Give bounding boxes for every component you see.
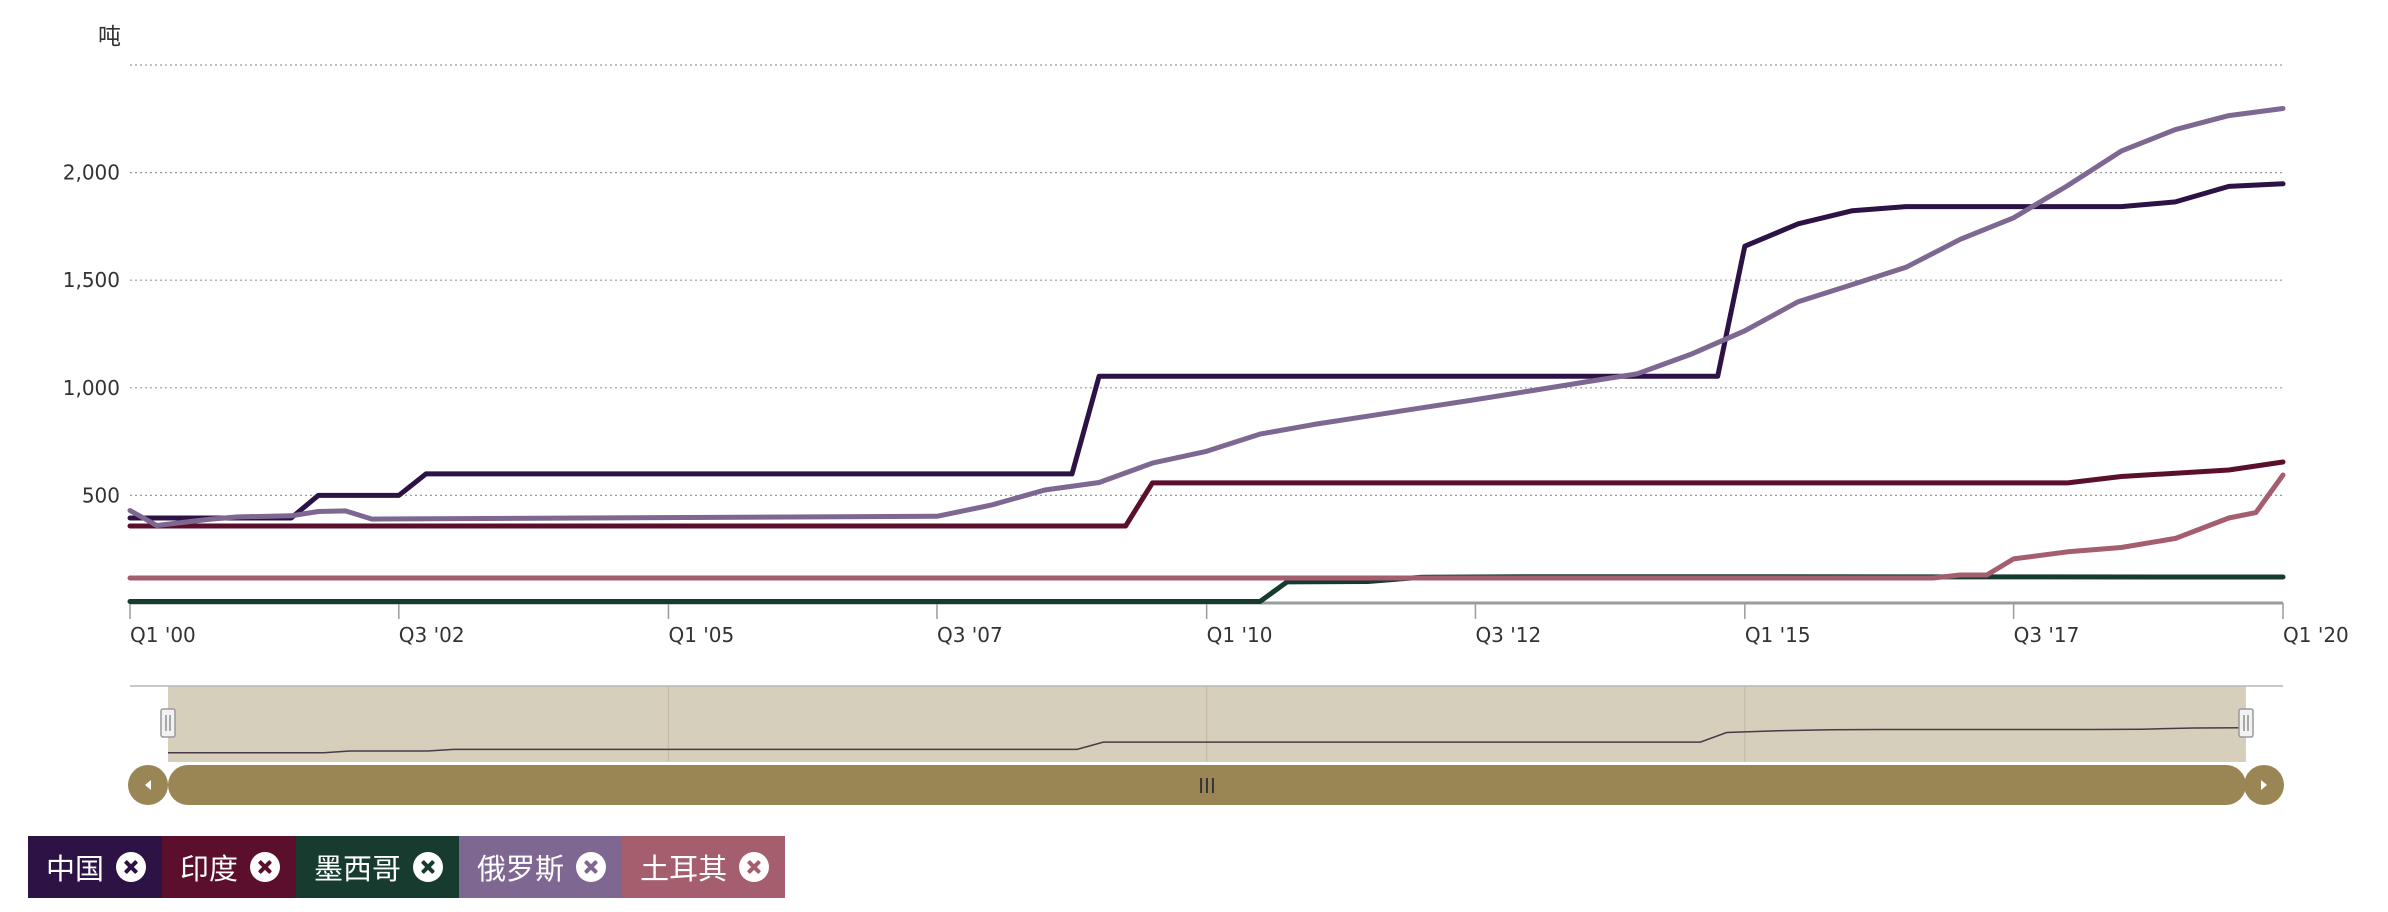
x-tick-label: Q3 '02 <box>399 623 465 647</box>
legend-item-0[interactable]: 中国 <box>28 836 163 898</box>
y-tick-label: 500 <box>82 483 120 507</box>
series-line-1[interactable] <box>127 459 2286 529</box>
scrollbar-right-arrow-icon <box>2261 780 2267 790</box>
series-line-3[interactable] <box>127 106 2286 528</box>
x-axis: Q1 '00 Q3 '02 Q1 '05 Q3 '07 Q1 '10 Q3 '12 Q1 '… <box>129 601 2349 647</box>
close-icon[interactable] <box>250 852 281 882</box>
navigator-series-line <box>168 727 2247 754</box>
x-tick-label: Q1 '10 <box>1207 623 1273 647</box>
scrollbar-right-button[interactable] <box>2244 765 2284 805</box>
x-tick-label: Q3 '07 <box>937 623 1003 647</box>
legend-item-2[interactable]: 墨西哥 <box>296 836 460 898</box>
x-tick-label: Q3 '12 <box>1475 623 1541 647</box>
x-tick-label: Q1 '15 <box>1745 623 1811 647</box>
legend-item-label: 印度 <box>180 852 239 886</box>
x-tick-label: Q1 '05 <box>668 623 734 647</box>
legend-item-4[interactable]: 土耳其 <box>622 836 786 898</box>
y-axis-unit-label: 吨 <box>98 24 121 50</box>
navigator-right-handle[interactable] <box>2238 708 2254 738</box>
close-icon[interactable] <box>576 852 607 882</box>
scrollbar-left-button[interactable] <box>128 765 168 805</box>
y-axis: 吨 500 1,000 1,500 2,000 <box>63 24 121 507</box>
legend-item-label: 墨西哥 <box>314 852 402 886</box>
y-tick-label: 1,000 <box>63 376 120 400</box>
scrollbar-grip[interactable]: III <box>1198 774 1216 798</box>
close-icon[interactable] <box>116 852 147 882</box>
x-tick-label: Q1 '20 <box>2283 623 2349 647</box>
legend-item-1[interactable]: 印度 <box>162 836 297 898</box>
series-line-0[interactable] <box>127 181 2286 521</box>
y-tick-label: 1,500 <box>63 268 120 292</box>
scrollbar-left-arrow-icon <box>145 780 151 790</box>
grid-lines <box>130 64 2283 496</box>
series-line-4[interactable] <box>127 472 2286 581</box>
close-icon[interactable] <box>413 852 444 882</box>
legend-item-label: 中国 <box>46 852 105 886</box>
scrollbar-thumb[interactable] <box>168 765 2246 805</box>
legend-item-label: 俄罗斯 <box>477 852 565 886</box>
navigator[interactable]: III <box>128 685 2284 805</box>
y-tick-label: 2,000 <box>63 161 120 185</box>
navigator-left-handle[interactable] <box>160 708 176 738</box>
close-icon[interactable] <box>739 852 770 882</box>
x-tick-label: Q1 '00 <box>130 623 196 647</box>
legend-item-label: 土耳其 <box>640 852 728 886</box>
legend: 中国 印度 墨西哥 俄罗斯 土耳其 <box>28 836 786 898</box>
legend-item-3[interactable]: 俄罗斯 <box>459 836 623 898</box>
x-tick-label: Q3 '17 <box>2014 623 2080 647</box>
plot-lines <box>127 106 2286 604</box>
